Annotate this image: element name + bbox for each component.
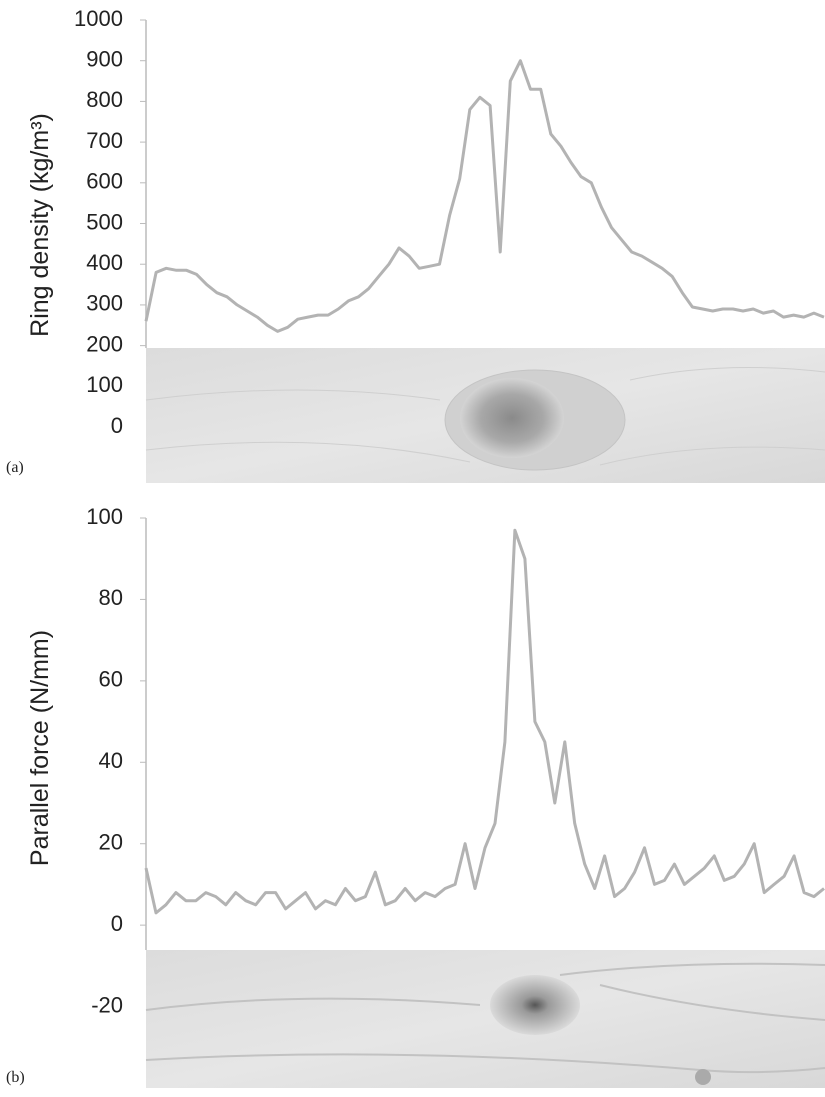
- y-tick-label: -20: [91, 992, 123, 1017]
- y-tick-label: 600: [86, 169, 123, 194]
- data-line: [144, 528, 825, 915]
- panel-label: (b): [6, 1069, 25, 1086]
- y-tick-label: 300: [86, 291, 123, 316]
- data-line: [144, 59, 825, 333]
- panel-label: (a): [6, 459, 24, 476]
- wood-image-b: [145, 950, 825, 1088]
- y-axis-label: Ring density (kg/m³): [26, 113, 54, 337]
- y-tick-label: 80: [99, 585, 123, 610]
- y-tick-label: 1000: [74, 6, 123, 31]
- y-tick-label: 500: [86, 209, 123, 234]
- y-tick-label: 100: [86, 504, 123, 529]
- y-tick-label: 700: [86, 128, 123, 153]
- y-tick-label: 60: [99, 667, 123, 692]
- y-tick-label: 0: [111, 911, 123, 936]
- y-tick-label: 200: [86, 331, 123, 356]
- y-tick-label: 100: [86, 372, 123, 397]
- y-tick-label: 40: [99, 748, 123, 773]
- wood-image-a: [145, 348, 825, 483]
- y-tick-label: 900: [86, 47, 123, 72]
- y-tick-label: 20: [99, 830, 123, 855]
- y-axis-label: Parallel force (N/mm): [26, 630, 54, 866]
- y-tick-label: 0: [111, 413, 123, 438]
- y-tick-label: 400: [86, 250, 123, 275]
- y-tick-label: 800: [86, 87, 123, 112]
